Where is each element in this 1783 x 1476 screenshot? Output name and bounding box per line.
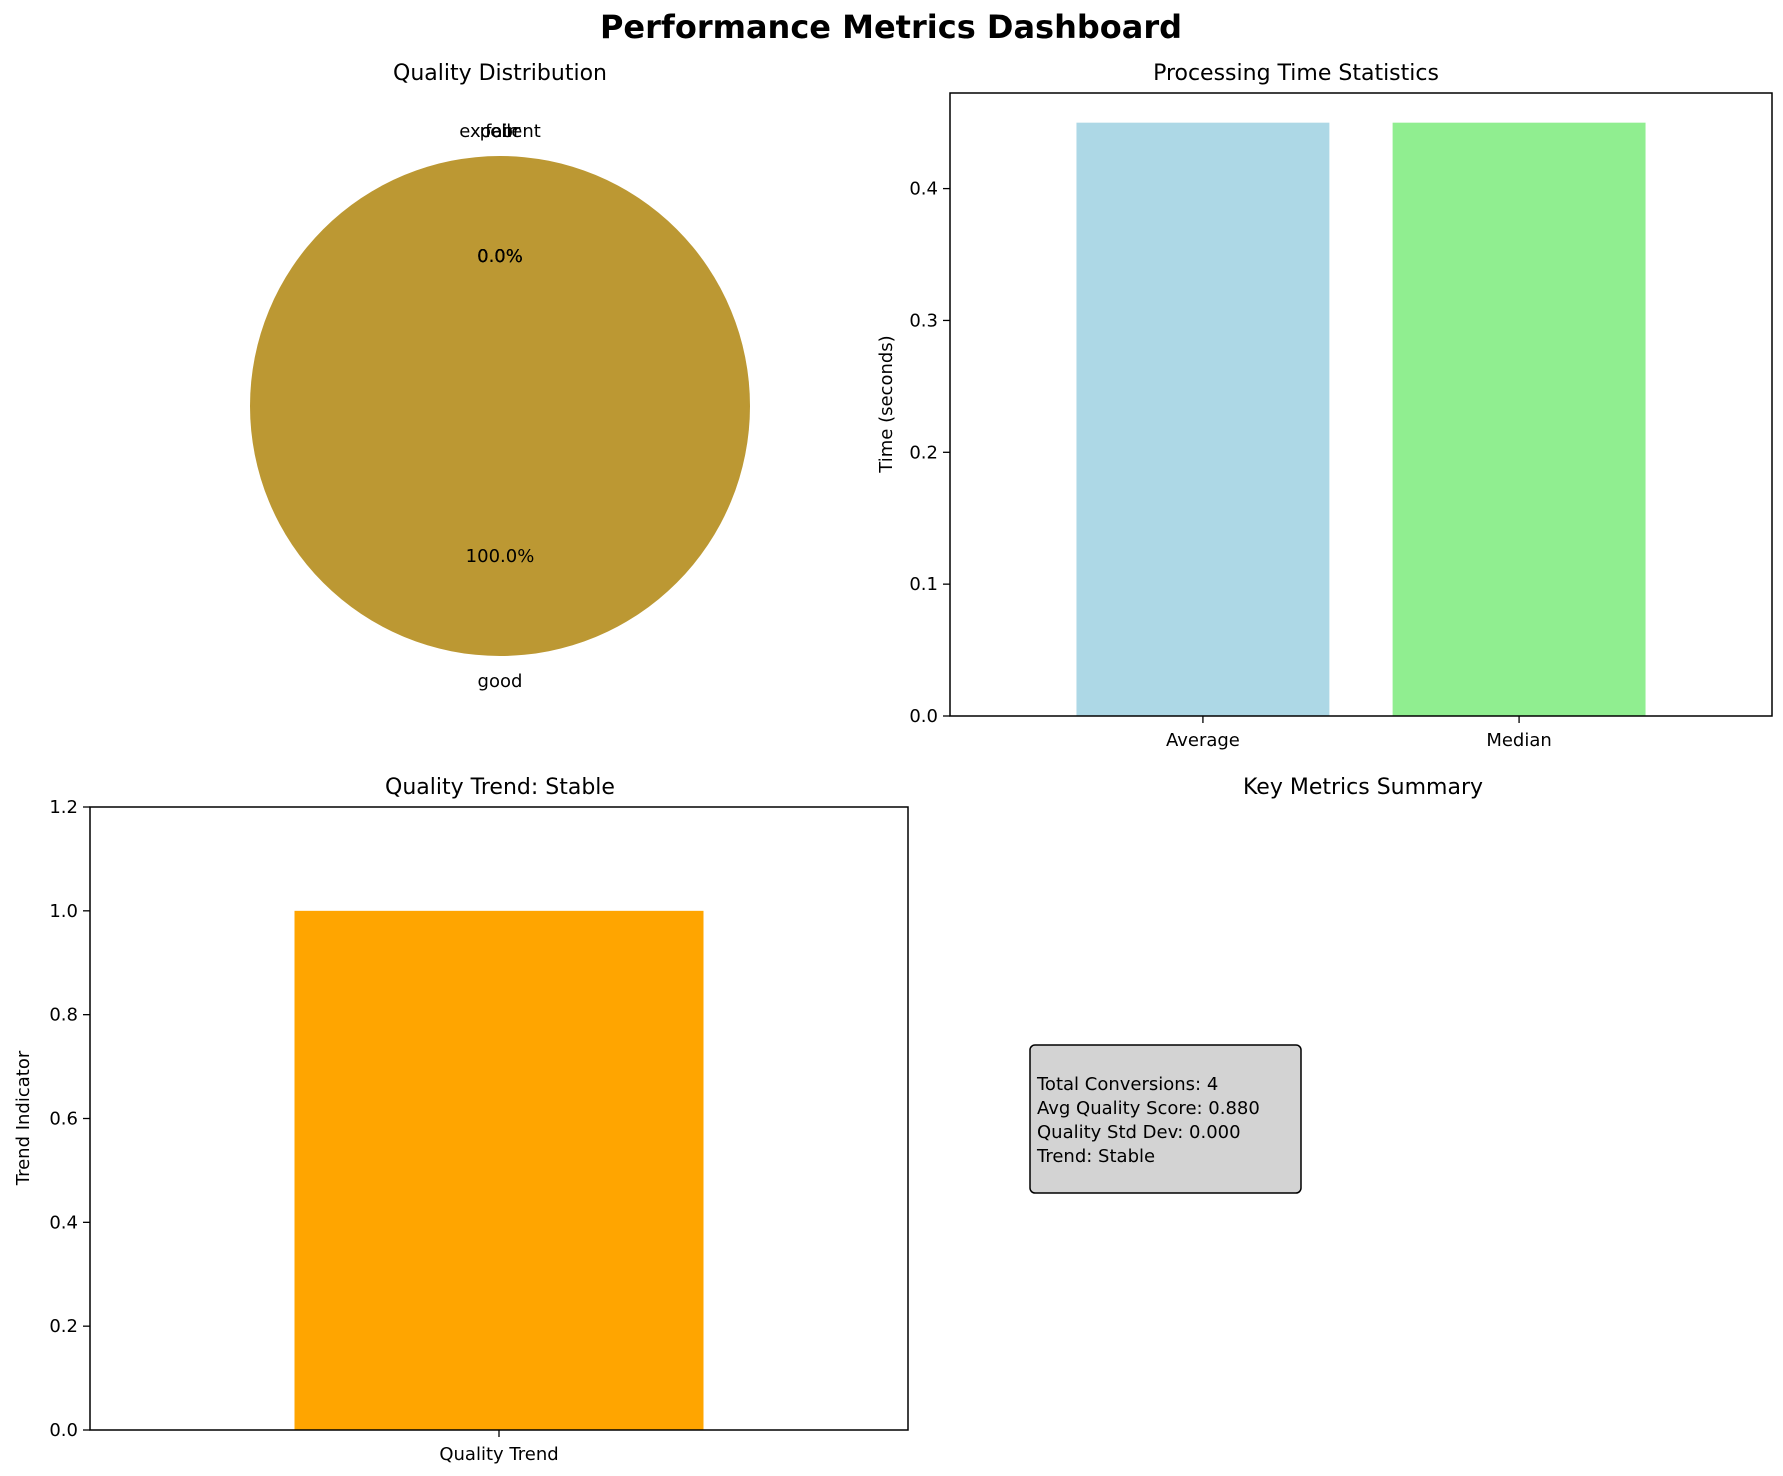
bar2-ytick-label: 0.2 <box>49 1316 78 1337</box>
pie-title: Quality Distribution <box>393 61 607 86</box>
bar2-ytick-label: 1.2 <box>49 797 78 818</box>
pie-label-good: good <box>478 671 523 692</box>
summary-line-std-dev: Quality Std Dev: 0.000 <box>1037 1122 1241 1143</box>
bar1-ytick-label: 0.2 <box>909 442 938 463</box>
bar1-axes-frame <box>949 92 1773 717</box>
summary-box <box>1029 1044 1302 1194</box>
processing-time-panel: Processing Time Statistics Average Median… <box>876 61 1773 751</box>
summary-line-avg-quality: Avg Quality Score: 0.880 <box>1037 1098 1260 1119</box>
pie-label-fair: fair <box>485 121 515 142</box>
bar2-ytick-label: 0.4 <box>49 1212 78 1233</box>
summary-line-conversions: Total Conversions: 4 <box>1036 1074 1218 1095</box>
summary-title: Key Metrics Summary <box>1243 775 1483 800</box>
pie-pct-fair: 0.0% <box>477 246 523 267</box>
bar2-ylabel: Trend Indicator <box>13 1050 34 1186</box>
bar1-xtick-label: Median <box>1486 730 1551 751</box>
bar1-ytick-label: 0.0 <box>909 706 938 727</box>
pie-label-excellent: excellent <box>459 121 541 142</box>
pie-pct-good: 100.0% <box>466 546 535 567</box>
bar1-ytick-label: 0.3 <box>909 310 938 331</box>
bar2-bar-quality-trend <box>294 910 704 1430</box>
pie-slices <box>250 156 750 656</box>
bar2-title: Quality Trend: Stable <box>385 775 615 800</box>
dashboard-title: Performance Metrics Dashboard <box>600 8 1182 46</box>
bar2-content: Quality Trend 0.0 0.2 0.4 0.6 0.8 1.0 1.2 <box>49 797 704 1465</box>
bar1-title: Processing Time Statistics <box>1153 61 1439 86</box>
pie-slice-good <box>250 156 750 656</box>
bar1-xtick-label: Average <box>1166 730 1240 751</box>
bar1-ytick-label: 0.1 <box>909 574 938 595</box>
bar1-bar-median <box>1392 122 1646 716</box>
bar2-ytick-label: 0.8 <box>49 1005 78 1026</box>
pie-pct-poor: 0.0% <box>477 246 523 267</box>
pie-pct-excellent: 0.0% <box>477 246 523 267</box>
bar2-ytick-label: 0.6 <box>49 1109 78 1130</box>
bar2-axes-frame <box>89 806 909 1431</box>
quality-trend-panel: Quality Trend: Stable Quality Trend 0.0 0.… <box>13 775 909 1465</box>
bar1-bar-average <box>1076 122 1330 716</box>
bar2-ytick-label: 0.0 <box>49 1420 78 1441</box>
pie-label-poor: poor <box>480 121 521 142</box>
bar1-ytick-label: 0.4 <box>909 179 938 200</box>
bar1-content: Average Median 0.0 0.1 0.2 0.3 0.4 <box>909 122 1646 751</box>
bar1-ylabel: Time (seconds) <box>876 335 897 473</box>
quality-distribution-panel: Quality Distribution excellent 0.0% good 10… <box>250 61 750 692</box>
key-metrics-summary-panel: Key Metrics Summary Total Conversions: 4… <box>1029 775 1483 1194</box>
bar2-xtick-label: Quality Trend <box>439 1444 558 1465</box>
bar2-ytick-label: 1.0 <box>49 901 78 922</box>
summary-line-trend: Trend: Stable <box>1036 1146 1155 1167</box>
